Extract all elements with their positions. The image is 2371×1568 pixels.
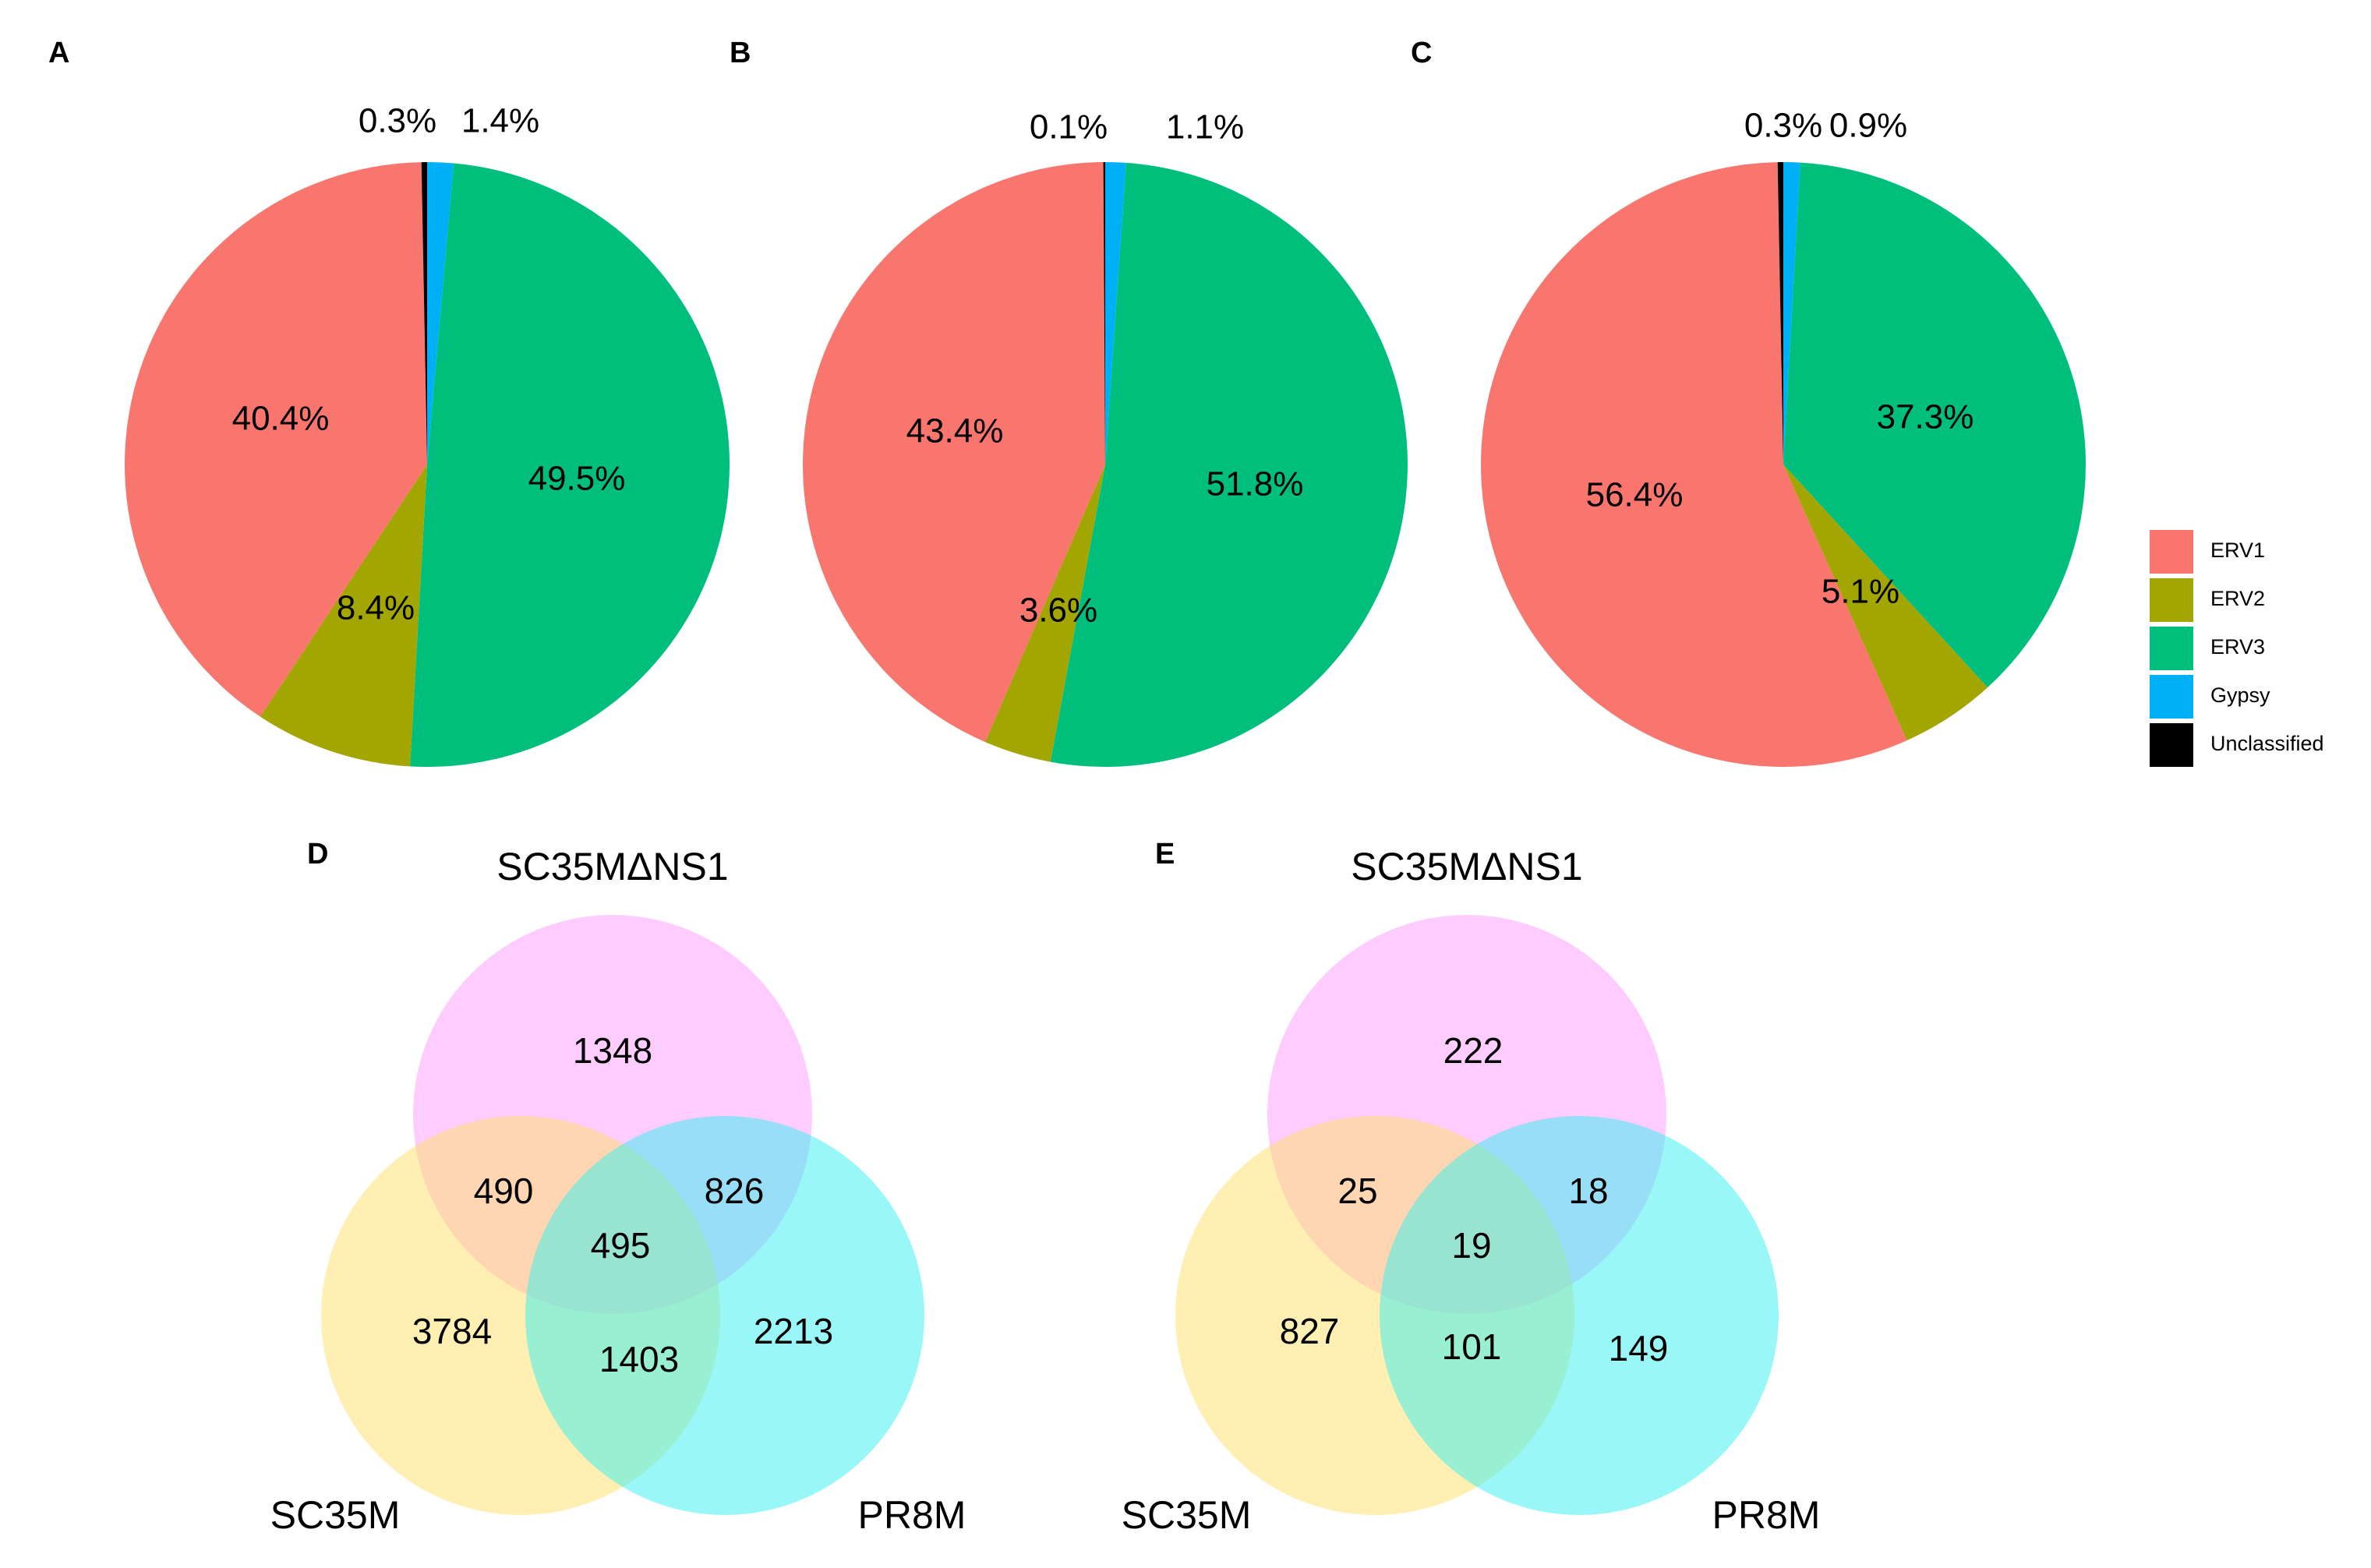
pie-label-unclassified: 0.3%	[359, 102, 436, 140]
venn-circle-c	[525, 1116, 924, 1515]
legend-label-unclassified: Unclassified	[2210, 732, 2324, 755]
venn-diagram-d: 1348 490 826 495 3784 1403 2213 SC35MΔNS1 SC35M P…	[270, 845, 966, 1537]
venn-count-abc: 19	[1451, 1225, 1491, 1266]
panel-label-b: B	[730, 37, 751, 69]
pie-label-unclassified: 0.3%	[1744, 107, 1822, 145]
pie-label-unclassified: 0.1%	[1030, 108, 1108, 147]
venn-count-ac: 18	[1568, 1171, 1608, 1211]
venn-count-a-only: 1348	[573, 1030, 652, 1071]
venn-count-ab: 25	[1337, 1171, 1377, 1211]
pie-label-erv2: 5.1%	[1822, 573, 1899, 611]
pie-slice-erv1	[803, 162, 1105, 743]
venn-count-c-only: 2213	[754, 1311, 833, 1351]
venn-count-c-only: 149	[1609, 1328, 1669, 1368]
legend-swatch-erv3	[2150, 627, 2193, 670]
venn-count-b-only: 3784	[412, 1311, 492, 1351]
venn-set-label-2: SC35M	[270, 1493, 401, 1537]
panel-label-a: A	[48, 37, 69, 69]
venn-count-bc: 101	[1442, 1326, 1502, 1367]
pie-label-erv2: 8.4%	[337, 589, 415, 627]
pie-slice-gypsy	[1105, 162, 1126, 464]
venn-set-label-1: SC35MΔNS1	[496, 845, 728, 888]
pie-label-gypsy: 1.1%	[1166, 108, 1244, 147]
pie-chart-b: 43.4% 3.6% 51.8% 1.1% 0.1%	[803, 108, 1408, 768]
venn-set-label-1: SC35MΔNS1	[1351, 845, 1582, 888]
pie-label-erv3: 37.3%	[1877, 398, 1974, 436]
pie-slice-unclassified	[1103, 162, 1105, 464]
pie-label-gypsy: 0.9%	[1829, 107, 1907, 145]
pie-label-erv1: 40.4%	[232, 400, 330, 438]
venn-set-label-3: PR8M	[1712, 1493, 1821, 1537]
legend-label-erv2: ERV2	[2210, 587, 2265, 610]
pie-label-erv3: 49.5%	[528, 460, 626, 498]
venn-count-b-only: 827	[1280, 1311, 1340, 1351]
legend-label-erv3: ERV3	[2210, 635, 2265, 659]
legend-label-erv1: ERV1	[2210, 539, 2265, 562]
venn-count-a-only: 222	[1443, 1030, 1504, 1071]
pie-chart-c: 56.4% 5.1% 37.3% 0.9%0.3%	[1480, 107, 2087, 768]
venn-count-abc: 495	[591, 1225, 651, 1266]
venn-count-ac: 826	[705, 1171, 765, 1211]
venn-diagram-e: 222 25 18 19 827 101 149 SC35MΔNS1 SC35M PR8M	[1122, 845, 1821, 1537]
pie-slice-gypsy	[427, 162, 454, 464]
panel-label-e: E	[1155, 838, 1175, 871]
pie-label-erv1: 56.4%	[1586, 476, 1684, 514]
pie-slice-gypsy	[1783, 162, 1800, 464]
pie-chart-a: 40.4% 8.4% 49.5% 1.4% 0.3%	[125, 102, 730, 768]
pie-slice-erv3	[410, 163, 730, 768]
venn-circle-c	[1380, 1116, 1779, 1515]
venn-set-label-2: SC35M	[1122, 1493, 1252, 1537]
venn-set-label-3: PR8M	[858, 1493, 966, 1537]
legend-swatch-erv1	[2150, 530, 2193, 574]
pie-slice-erv1	[1480, 162, 1907, 768]
pie-label-gypsy: 1.4%	[461, 102, 539, 140]
venn-count-ab: 490	[474, 1171, 534, 1211]
legend-swatch-unclassified	[2150, 723, 2193, 767]
legend-swatch-erv2	[2150, 578, 2193, 622]
legend-label-gypsy: Gypsy	[2210, 683, 2270, 707]
pie-label-erv3: 51.8%	[1207, 465, 1304, 503]
pie-slice-erv1	[125, 162, 427, 717]
pie-slice-erv2	[1783, 464, 1988, 741]
legend: ERV1 ERV2 ERV3 Gypsy Unclassified	[2150, 530, 2324, 767]
pie-slice-unclassified	[421, 162, 427, 464]
pie-slice-erv2	[260, 464, 427, 767]
panel-label-d: D	[307, 838, 328, 871]
pie-slice-erv3	[1050, 162, 1408, 768]
pie-label-erv2: 3.6%	[1019, 592, 1097, 630]
legend-swatch-gypsy	[2150, 675, 2193, 719]
panel-label-c: C	[1411, 37, 1432, 69]
venn-count-bc: 1403	[599, 1339, 679, 1379]
pie-slice-erv2	[984, 464, 1105, 762]
pie-slice-erv3	[1783, 162, 2087, 688]
pie-slice-unclassified	[1777, 162, 1783, 464]
pie-label-erv1: 43.4%	[906, 412, 1004, 450]
